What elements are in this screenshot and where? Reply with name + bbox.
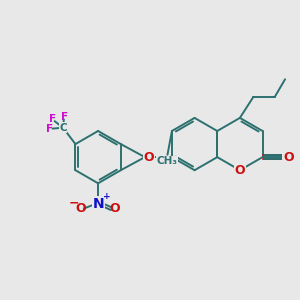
Text: O: O: [283, 151, 294, 164]
Text: C: C: [59, 123, 67, 133]
Text: F: F: [61, 112, 68, 122]
Text: O: O: [75, 202, 86, 215]
Text: O: O: [284, 151, 294, 164]
Text: CH₃: CH₃: [157, 156, 178, 166]
Text: O: O: [109, 202, 120, 215]
Text: N: N: [92, 197, 104, 211]
Text: +: +: [103, 192, 111, 201]
Text: F: F: [46, 124, 53, 134]
Text: F: F: [49, 114, 56, 124]
Text: −: −: [68, 196, 79, 209]
Text: O: O: [235, 164, 245, 177]
Text: O: O: [143, 151, 154, 164]
